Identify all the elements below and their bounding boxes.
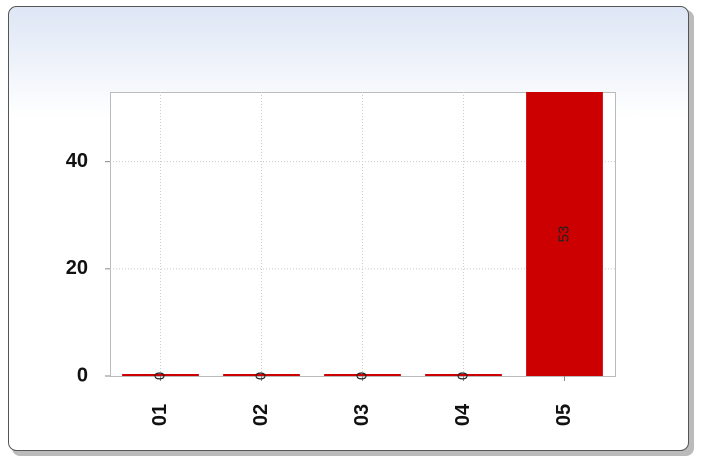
x-tick-label: 03 (351, 404, 373, 426)
bar (526, 92, 603, 376)
x-tick-label: 01 (149, 404, 171, 426)
value-label: 0 (151, 372, 168, 380)
value-label: 0 (353, 372, 370, 380)
x-tick-label: 02 (250, 404, 272, 426)
value-label: 0 (454, 372, 471, 380)
y-tick-label: 20 (66, 257, 88, 279)
value-label: 53 (555, 226, 572, 243)
y-tick-label: 40 (66, 150, 88, 172)
bar (324, 374, 401, 376)
y-tick-label: 0 (77, 364, 88, 386)
x-tick-label: 05 (553, 404, 575, 426)
bar (122, 374, 199, 376)
x-tick-label: 04 (452, 403, 474, 426)
value-label: 0 (252, 372, 269, 380)
bar (425, 374, 502, 376)
bar (223, 374, 300, 376)
